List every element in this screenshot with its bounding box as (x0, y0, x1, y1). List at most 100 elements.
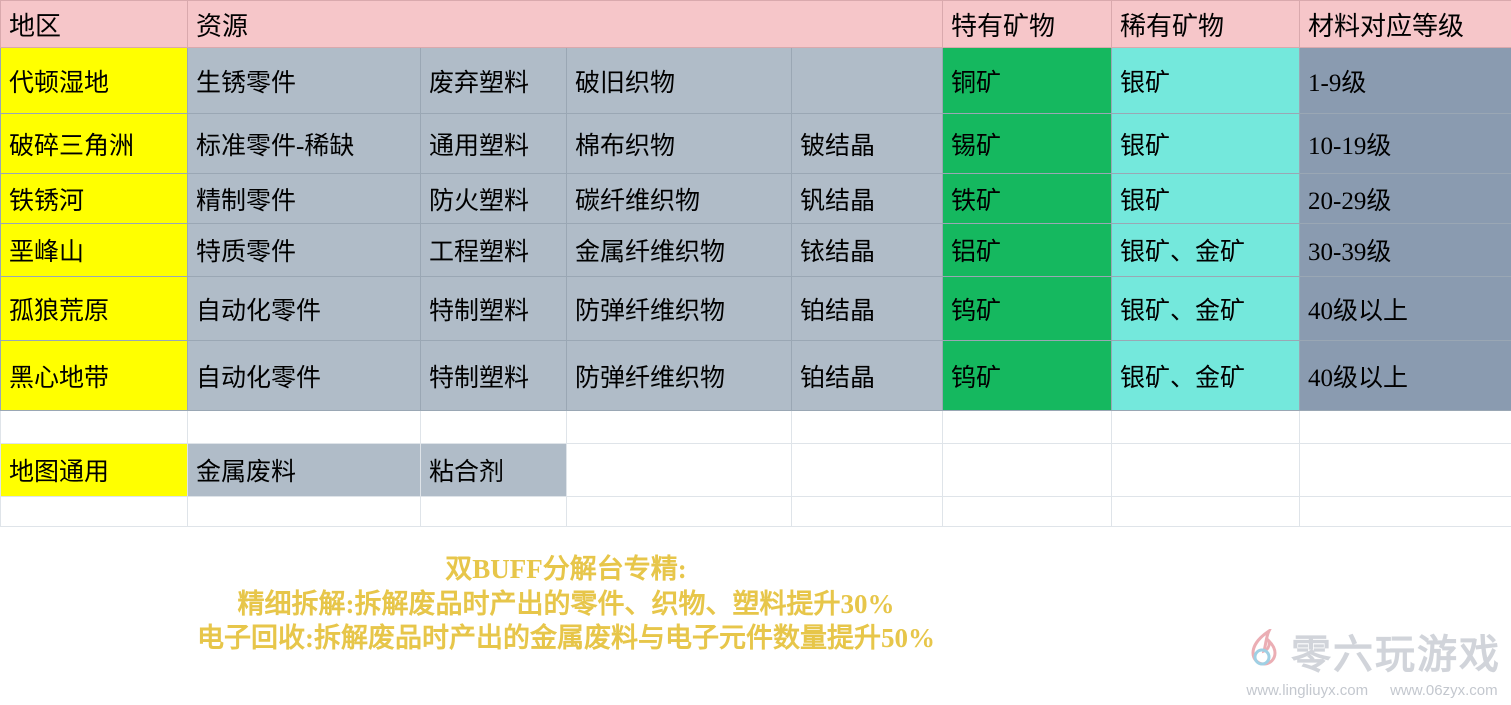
footer-note-title: 双BUFF分解台专精: (445, 554, 687, 584)
footer-note: 双BUFF分解台专精: 精细拆解:拆解废品时产出的零件、织物、塑料提升30% 电… (0, 552, 1132, 656)
cell-rare-mineral: 银矿、金矿 (1111, 340, 1301, 411)
spacer-cell (790, 410, 944, 444)
cell-special-mineral: 钨矿 (942, 340, 1113, 411)
cell-special-mineral: 钨矿 (942, 276, 1113, 341)
spacer-cell (942, 443, 1113, 497)
table-row: 代顿湿地 生锈零件 废弃塑料 破旧织物 铜矿 银矿 1-9级 (0, 47, 1511, 114)
cell-parts: 特质零件 (187, 223, 421, 277)
cell-region: 代顿湿地 (0, 47, 188, 114)
header-rare-mineral: 稀有矿物 (1111, 0, 1301, 48)
spacer-cell (942, 410, 1113, 444)
cell-rare-mineral: 银矿、金矿 (1111, 223, 1301, 277)
cell-crystal: 铱结晶 (790, 223, 944, 277)
cell-common-item-2: 粘合剂 (420, 443, 567, 497)
cell-crystal (790, 47, 944, 114)
cell-plastic: 特制塑料 (420, 276, 567, 341)
cell-rare-mineral: 银矿 (1111, 113, 1301, 174)
cell-rare-mineral: 银矿 (1111, 173, 1301, 224)
spacer-cell (0, 496, 188, 527)
cell-special-mineral: 铜矿 (942, 47, 1113, 114)
cell-fabric: 金属纤维织物 (566, 223, 792, 277)
spacer-cell (1299, 496, 1511, 527)
header-special-mineral: 特有矿物 (942, 0, 1113, 48)
spacer-cell (790, 443, 944, 497)
spacer-row (0, 410, 1511, 444)
spacer-cell (420, 410, 567, 444)
cell-parts: 自动化零件 (187, 276, 421, 341)
watermark-brand: 零六玩游戏 (1291, 633, 1501, 677)
spacer-cell (790, 496, 944, 527)
cell-special-mineral: 铁矿 (942, 173, 1113, 224)
cell-level: 30-39级 (1299, 223, 1511, 277)
spacer-cell (566, 443, 792, 497)
cell-fabric: 防弹纤维织物 (566, 340, 792, 411)
cell-fabric: 防弹纤维织物 (566, 276, 792, 341)
spacer-cell (1111, 443, 1301, 497)
table-row: 孤狼荒原 自动化零件 特制塑料 防弹纤维织物 铂结晶 钨矿 银矿、金矿 40级以… (0, 276, 1511, 341)
spacer-cell (1111, 410, 1301, 444)
watermark-logo-row: 零六玩游戏 (1243, 622, 1501, 680)
cell-plastic: 废弃塑料 (420, 47, 567, 114)
cell-parts: 标准零件-稀缺 (187, 113, 421, 174)
flame-icon (1251, 629, 1277, 666)
watermark-urls: www.lingliuyx.com www.06zyx.com (1246, 682, 1497, 699)
watermark: 零六玩游戏 www.lingliuyx.com www.06zyx.com (1243, 622, 1501, 699)
cell-region: 黑心地带 (0, 340, 188, 411)
spacer-cell (566, 410, 792, 444)
spacer-cell (0, 410, 188, 444)
footer-note-line-3: 电子回收:拆解废品时产出的金属废料与电子元件数量提升50% (197, 623, 935, 654)
cell-level: 20-29级 (1299, 173, 1511, 224)
cell-plastic: 特制塑料 (420, 340, 567, 411)
cell-fabric: 碳纤维织物 (566, 173, 792, 224)
table-row: 铁锈河 精制零件 防火塑料 碳纤维织物 钒结晶 铁矿 银矿 20-29级 (0, 173, 1511, 224)
cell-rare-mineral: 银矿 (1111, 47, 1301, 114)
spacer-cell (1111, 496, 1301, 527)
cell-special-mineral: 铝矿 (942, 223, 1113, 277)
cell-crystal: 铂结晶 (790, 276, 944, 341)
header-region: 地区 (0, 0, 188, 48)
spacer-cell (1299, 443, 1511, 497)
spacer-cell (187, 496, 421, 527)
cell-rare-mineral: 银矿、金矿 (1111, 276, 1301, 341)
cell-crystal: 铍结晶 (790, 113, 944, 174)
cell-level: 40级以上 (1299, 340, 1511, 411)
cell-level: 1-9级 (1299, 47, 1511, 114)
spacer-cell (420, 496, 567, 527)
watermark-url-1: www.lingliuyx.com (1246, 682, 1369, 699)
cell-parts: 自动化零件 (187, 340, 421, 411)
cell-special-mineral: 锡矿 (942, 113, 1113, 174)
cell-plastic: 防火塑料 (420, 173, 567, 224)
cell-region: 垩峰山 (0, 223, 188, 277)
table-row: 垩峰山 特质零件 工程塑料 金属纤维织物 铱结晶 铝矿 银矿、金矿 30-39级 (0, 223, 1511, 277)
cell-region: 铁锈河 (0, 173, 188, 224)
table-header-row: 地区 资源 特有矿物 稀有矿物 材料对应等级 (0, 0, 1511, 48)
spacer-cell (942, 496, 1113, 527)
spacer-cell (1299, 410, 1511, 444)
watermark-url-2: www.06zyx.com (1390, 682, 1498, 699)
cell-region: 破碎三角洲 (0, 113, 188, 174)
cell-crystal: 铂结晶 (790, 340, 944, 411)
table-row: 黑心地带 自动化零件 特制塑料 防弹纤维织物 铂结晶 钨矿 银矿、金矿 40级以… (0, 340, 1511, 411)
spacer-cell (566, 496, 792, 527)
cell-level: 10-19级 (1299, 113, 1511, 174)
footer-note-line-2: 精细拆解:拆解废品时产出的零件、织物、塑料提升30% (237, 588, 895, 619)
cell-level: 40级以上 (1299, 276, 1511, 341)
cell-plastic: 工程塑料 (420, 223, 567, 277)
header-material-level: 材料对应等级 (1299, 0, 1511, 48)
cell-region: 孤狼荒原 (0, 276, 188, 341)
common-resources-row: 地图通用 金属废料 粘合剂 (0, 443, 1511, 497)
cell-fabric: 棉布织物 (566, 113, 792, 174)
spacer-cell (187, 410, 421, 444)
cell-fabric: 破旧织物 (566, 47, 792, 114)
spacer-row (0, 496, 1511, 527)
cell-parts: 精制零件 (187, 173, 421, 224)
cell-common-item-1: 金属废料 (187, 443, 421, 497)
header-resources: 资源 (186, 0, 944, 48)
cell-plastic: 通用塑料 (420, 113, 567, 174)
resource-table: 地区 资源 特有矿物 稀有矿物 材料对应等级 代顿湿地 生锈零件 废弃塑料 破旧… (0, 0, 1511, 527)
cell-parts: 生锈零件 (187, 47, 421, 114)
table-row: 破碎三角洲 标准零件-稀缺 通用塑料 棉布织物 铍结晶 锡矿 银矿 10-19级 (0, 113, 1511, 174)
cell-region-common: 地图通用 (0, 443, 188, 497)
cell-crystal: 钒结晶 (790, 173, 944, 224)
